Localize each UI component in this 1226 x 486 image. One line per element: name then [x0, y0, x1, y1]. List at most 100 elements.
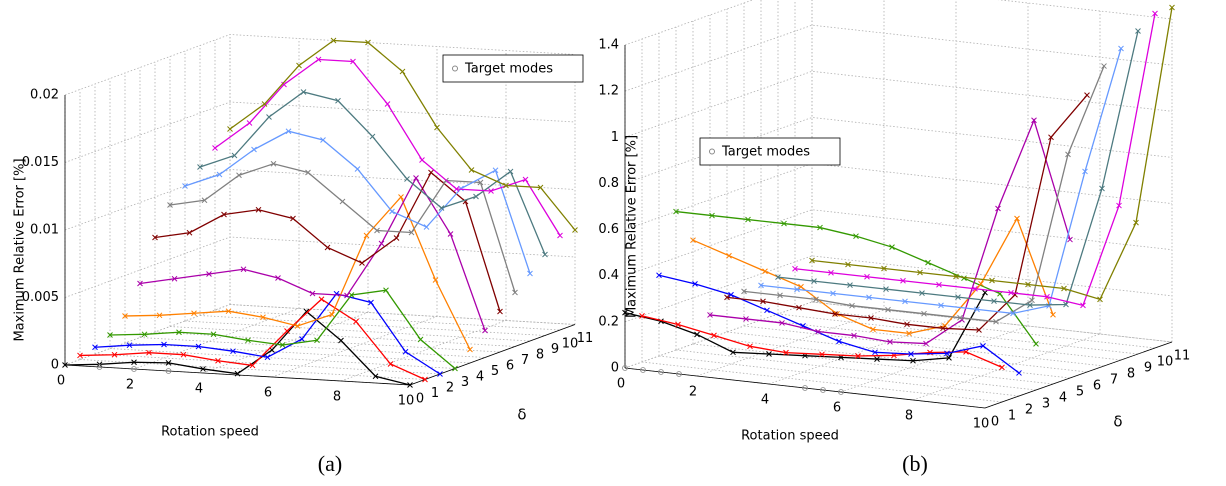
point-marker — [507, 168, 514, 175]
point-marker — [944, 350, 950, 357]
legend-label: Target modes — [464, 62, 553, 77]
point-marker — [200, 366, 206, 372]
point-marker — [904, 321, 910, 328]
point-marker — [743, 316, 749, 322]
point-marker — [796, 304, 802, 311]
point-marker — [378, 240, 385, 247]
point-marker — [853, 233, 859, 240]
point-marker — [1027, 302, 1033, 308]
y-tick-label: 0 — [51, 358, 59, 373]
point-marker — [122, 313, 128, 319]
axis-line — [64, 364, 411, 386]
point-marker — [512, 289, 518, 296]
point-marker — [111, 351, 118, 358]
point-marker — [874, 356, 880, 362]
point-marker — [1082, 168, 1088, 175]
target-marker — [96, 364, 103, 370]
point-marker — [1014, 215, 1020, 222]
point-marker — [422, 376, 428, 383]
grid-line — [154, 331, 501, 353]
point-marker — [230, 348, 236, 355]
point-marker — [261, 101, 268, 107]
d-tick-label: 11 — [577, 331, 594, 346]
x-axis-label: Rotation speed — [741, 429, 839, 444]
grid-line — [271, 316, 438, 378]
point-marker — [92, 344, 98, 351]
point-marker — [961, 275, 967, 282]
d-tick-label: 4 — [476, 370, 484, 385]
point-marker — [1063, 301, 1069, 308]
series-line — [760, 48, 1122, 315]
series-line — [154, 171, 501, 312]
d-axis-label: δ — [1113, 413, 1122, 431]
point-marker — [1135, 28, 1141, 34]
point-marker — [195, 343, 202, 350]
point-marker — [1169, 4, 1175, 11]
point-marker — [284, 328, 290, 334]
grid-line — [624, 0, 1173, 46]
point-marker — [77, 352, 83, 359]
point-marker — [764, 307, 770, 314]
point-marker — [980, 343, 986, 349]
point-marker — [294, 323, 301, 329]
point-marker — [353, 318, 359, 325]
point-marker — [240, 266, 247, 273]
point-marker — [781, 220, 787, 227]
y-tick-label: 0 — [611, 361, 619, 376]
point-marker — [246, 120, 253, 126]
series-line — [169, 163, 516, 293]
point-marker — [991, 298, 997, 304]
grid-line — [624, 255, 1173, 323]
d-tick-label: 2 — [446, 381, 454, 396]
point-marker — [413, 175, 419, 181]
point-marker — [167, 202, 173, 208]
point-marker — [1033, 341, 1039, 347]
point-marker — [126, 342, 133, 349]
point-marker — [423, 224, 430, 230]
point-marker — [369, 133, 376, 140]
point-marker — [762, 268, 768, 275]
point-marker — [728, 291, 734, 298]
point-marker — [923, 340, 929, 347]
point-marker — [955, 294, 961, 300]
point-marker — [794, 286, 800, 293]
point-marker — [690, 237, 696, 244]
y-tick-label: 0.015 — [22, 155, 59, 170]
point-marker — [1118, 45, 1124, 52]
d-tick-label: 9 — [551, 342, 559, 357]
d-axis-label: δ — [517, 406, 526, 424]
point-marker — [1016, 370, 1022, 376]
d-tick-label: 8 — [536, 348, 544, 363]
grid-line — [169, 326, 516, 347]
point-marker — [900, 277, 906, 284]
d-tick-label: 2 — [1025, 403, 1033, 418]
point-marker — [936, 281, 942, 288]
point-marker — [290, 215, 296, 222]
point-marker — [1133, 219, 1139, 226]
point-marker — [270, 160, 277, 167]
point-marker — [171, 275, 178, 282]
point-marker — [1029, 297, 1035, 304]
legend-box — [442, 54, 584, 83]
point-marker — [221, 211, 227, 218]
point-marker — [709, 212, 715, 219]
point-marker — [694, 331, 700, 338]
grid-line — [641, 361, 1003, 403]
point-marker — [404, 176, 410, 182]
caption: (a) — [318, 451, 342, 476]
grid-line — [64, 169, 576, 231]
point-marker — [315, 56, 322, 63]
point-marker — [522, 176, 529, 183]
point-marker — [813, 296, 819, 303]
point-marker — [726, 252, 732, 259]
grid-line — [624, 301, 1173, 369]
point-marker — [779, 320, 785, 326]
y-axis-label: Maximum Relative Error [%] — [13, 158, 28, 341]
y-tick-label: 0.8 — [598, 176, 619, 191]
point-marker — [940, 325, 946, 332]
x-tick-label: 0 — [617, 377, 625, 392]
point-marker — [957, 314, 963, 321]
point-marker — [447, 231, 454, 237]
point-marker — [197, 164, 203, 170]
